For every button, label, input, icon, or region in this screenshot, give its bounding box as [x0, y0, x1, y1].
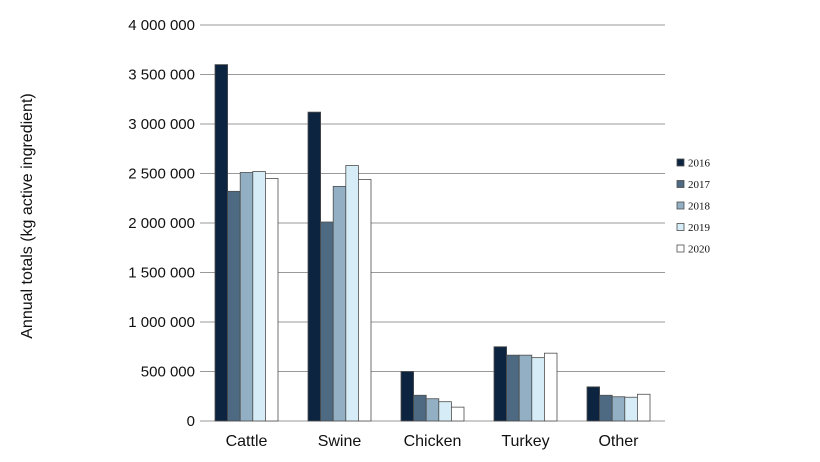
- y-axis-tick-labels: 0 500 000 1 000 000 1 500 000 2 000 000 2 500…: [128, 17, 195, 430]
- bars: [214, 64, 651, 422]
- legend-label: 2016: [688, 158, 711, 170]
- bar-turkey-2018: [518, 354, 533, 422]
- bar-cattle-2020: [264, 178, 279, 422]
- y-axis-title: Annual totals (kg active ingredient): [19, 93, 36, 338]
- x-category-label: Other: [598, 433, 639, 450]
- bar-swine-2017: [320, 221, 334, 422]
- x-axis-category-labels: Cattle Swine Chicken Turkey Other: [226, 433, 640, 450]
- bar-swine-2019: [345, 165, 359, 422]
- bar-cattle-2017: [227, 190, 241, 422]
- legend-swatch: [676, 180, 685, 188]
- bar-chicken-2019: [438, 401, 452, 422]
- bar-other-2016: [586, 386, 601, 422]
- bar-turkey-2016: [493, 346, 508, 422]
- y-tick-label: 500 000: [141, 364, 195, 381]
- x-category-label: Cattle: [226, 433, 268, 450]
- legend-swatch: [676, 201, 685, 210]
- bar-other-2018: [611, 396, 626, 422]
- bar-chicken-2016: [400, 371, 415, 422]
- x-category-label: Turkey: [501, 433, 549, 450]
- bar-chicken-2017: [413, 394, 427, 422]
- bar-other-2017: [599, 394, 613, 422]
- bar-swine-2018: [332, 185, 347, 422]
- y-tick-label: 1 500 000: [128, 265, 195, 282]
- bar-other-2020: [637, 393, 651, 422]
- legend-label: 2018: [688, 201, 711, 213]
- y-tick-label: 1 000 000: [128, 314, 195, 331]
- bar-turkey-2020: [544, 352, 558, 422]
- legend: 2016 2017 2018 2019 2020: [676, 158, 711, 256]
- y-tick-label: 2 000 000: [128, 215, 195, 232]
- bar-swine-2020: [357, 179, 372, 422]
- y-tick-label: 3 000 000: [128, 116, 195, 133]
- y-tick-label: 3 500 000: [128, 67, 195, 84]
- bar-cattle-2018: [239, 172, 254, 422]
- bar-cattle-2019: [252, 171, 266, 422]
- bar-swine-2016: [307, 111, 322, 422]
- legend-swatch: [676, 244, 685, 253]
- bar-cattle-2016: [214, 64, 229, 422]
- legend-label: 2019: [688, 222, 711, 234]
- legend-label: 2020: [688, 244, 711, 256]
- bar-chicken-2020: [450, 406, 465, 422]
- x-category-label: Chicken: [404, 433, 462, 450]
- bar-turkey-2019: [531, 357, 545, 422]
- bar-chicken-2018: [425, 398, 440, 422]
- bar-other-2019: [624, 396, 638, 422]
- y-tick-label: 0: [187, 413, 195, 430]
- x-category-label: Swine: [318, 433, 362, 450]
- legend-label: 2017: [688, 179, 711, 191]
- legend-swatch: [676, 158, 685, 167]
- y-tick-label: 2 500 000: [128, 166, 195, 183]
- legend-swatch: [676, 223, 685, 231]
- bar-turkey-2017: [506, 354, 520, 422]
- y-tick-label: 4 000 000: [128, 17, 195, 34]
